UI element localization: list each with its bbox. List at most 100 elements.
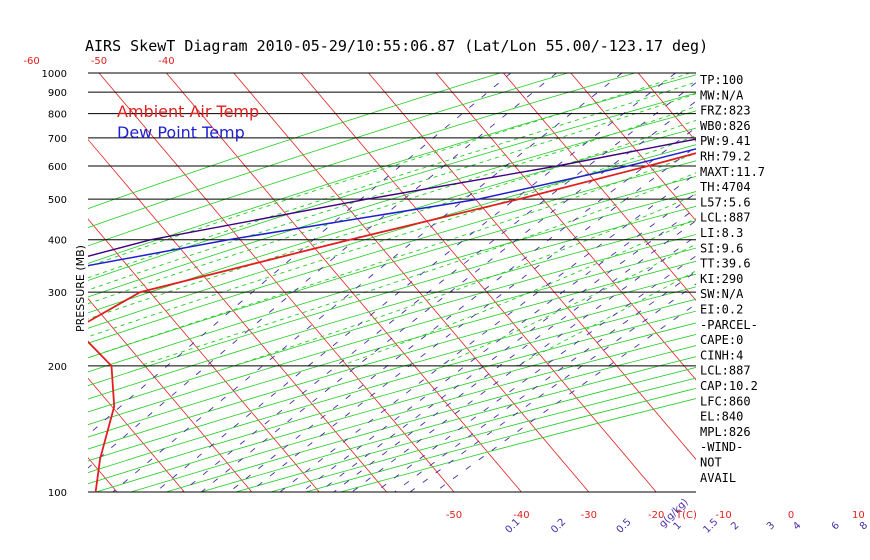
isotherm-line bbox=[88, 377, 185, 492]
mixing-ratio-line bbox=[88, 73, 512, 436]
dry-adiabat-line bbox=[88, 73, 501, 210]
dry-adiabat-line bbox=[88, 127, 696, 314]
legend-dew-point-temp: Dew Point Temp bbox=[117, 123, 245, 142]
bottom-temperature-tick-label: -10 bbox=[715, 510, 731, 521]
index-entry: CAPE:0 bbox=[700, 333, 743, 347]
dry-adiabat-line bbox=[88, 160, 696, 344]
profile-line-2 bbox=[88, 138, 696, 257]
dry-adiabat-line bbox=[88, 273, 696, 450]
bottom-temperature-tick-label: -50 bbox=[446, 510, 462, 521]
top-temperature-tick-label: -50 bbox=[91, 56, 107, 67]
index-entry: L57:5.6 bbox=[700, 195, 751, 209]
index-entry: EI:0.2 bbox=[700, 303, 743, 317]
index-entry: TT:39.6 bbox=[700, 257, 751, 271]
dry-adiabat-line bbox=[88, 73, 636, 247]
index-entry: RH:79.2 bbox=[700, 150, 751, 164]
index-entry: EL:840 bbox=[700, 410, 743, 424]
top-temperature-tick-labels: -120-110-100-90-80-70-60-50-40 bbox=[23, 56, 174, 67]
dry-adiabat-line bbox=[88, 110, 696, 298]
dry-adiabat-line bbox=[88, 205, 696, 387]
legend-ambient-air-temp: Ambient Air Temp bbox=[117, 102, 259, 121]
mixing-ratio-line bbox=[112, 73, 623, 492]
isotherm-line bbox=[88, 298, 253, 492]
index-entry: SW:N/A bbox=[700, 287, 744, 301]
dry-adiabat-line bbox=[88, 298, 696, 473]
temperature-unit-label: T(C) bbox=[675, 510, 697, 521]
pressure-tick-label: 600 bbox=[48, 162, 67, 173]
index-entry: MPL:826 bbox=[700, 425, 751, 439]
mixing-ratio-line bbox=[351, 235, 696, 492]
index-entry: -WIND- bbox=[700, 440, 743, 454]
dry-adiabat-lines bbox=[88, 73, 696, 492]
top-temperature-tick-label: -40 bbox=[158, 56, 174, 67]
mixing-ratio-line bbox=[375, 255, 696, 492]
index-entry: -PARCEL- bbox=[700, 318, 758, 332]
index-entry: WB0:826 bbox=[700, 119, 751, 133]
pressure-tick-label: 100 bbox=[48, 488, 67, 499]
mixing-ratio-lines bbox=[88, 73, 696, 492]
pressure-tick-label: 300 bbox=[48, 288, 67, 299]
dry-adiabat-line bbox=[88, 286, 696, 462]
moist-adiabat-line bbox=[233, 194, 696, 367]
dry-adiabat-line bbox=[88, 247, 696, 426]
index-entry: CINH:4 bbox=[700, 348, 743, 362]
dry-adiabat-line bbox=[88, 191, 696, 373]
index-entry: CAP:10.2 bbox=[700, 379, 758, 393]
index-entry: NOT bbox=[700, 456, 722, 470]
y-axis-label: PRESSURE (MB) bbox=[74, 245, 87, 332]
chart-title: AIRS SkewT Diagram 2010-05-29/10:55:06.8… bbox=[85, 37, 708, 55]
mixing-ratio-line bbox=[181, 82, 696, 492]
dry-adiabat-line bbox=[88, 144, 696, 329]
isotherm-line bbox=[88, 138, 387, 492]
dry-adiabat-line bbox=[88, 220, 696, 400]
moist-adiabat-line bbox=[88, 93, 696, 291]
pressure-tick-label: 400 bbox=[48, 236, 67, 247]
dry-adiabat-line bbox=[88, 310, 696, 485]
index-entry: TP:100 bbox=[700, 73, 743, 87]
isotherm-line bbox=[300, 73, 657, 492]
moist-adiabat-line bbox=[516, 270, 696, 367]
isotherm-line bbox=[368, 73, 696, 461]
index-entry: AVAIL bbox=[700, 471, 736, 485]
moist-adiabat-line bbox=[88, 105, 696, 305]
profile-line-0 bbox=[88, 152, 696, 492]
isotherm-line bbox=[88, 218, 320, 492]
index-entry: PW:9.41 bbox=[700, 134, 751, 148]
dry-adiabat-line bbox=[88, 260, 696, 438]
top-temperature-tick-label: -60 bbox=[23, 56, 39, 67]
mixing-ratio-line bbox=[201, 100, 696, 492]
index-entry: MAXT:11.7 bbox=[700, 165, 765, 179]
bottom-temperature-tick-label: 0 bbox=[788, 510, 794, 521]
pressure-tick-label: 900 bbox=[48, 88, 67, 99]
index-entry: MW:N/A bbox=[700, 88, 744, 102]
mixing-ratio-line bbox=[155, 73, 676, 492]
bottom-temperature-tick-label: -30 bbox=[581, 510, 597, 521]
pressure-tick-label: 500 bbox=[48, 195, 67, 206]
index-entry: LCL:887 bbox=[700, 364, 751, 378]
dry-adiabat-line bbox=[95, 322, 696, 492]
pressure-tick-labels: 100 200 300 400 500 600 700 800 900 1000 bbox=[42, 69, 67, 499]
index-entry: SI:9.6 bbox=[700, 241, 743, 255]
index-entry: LCL:887 bbox=[700, 211, 751, 225]
index-entry: KI:290 bbox=[700, 272, 743, 286]
dry-adiabat-line bbox=[88, 74, 696, 264]
profile-line-1 bbox=[88, 148, 696, 267]
index-entry: TH:4704 bbox=[700, 180, 751, 194]
isotherm-line bbox=[570, 73, 696, 222]
pressure-tick-label: 200 bbox=[48, 362, 67, 373]
bottom-temperature-tick-label: 10 bbox=[852, 510, 865, 521]
isobar-lines bbox=[88, 72, 696, 493]
bottom-temperature-tick-label: -40 bbox=[513, 510, 529, 521]
pressure-tick-label: 1000 bbox=[42, 69, 67, 80]
mixing-ratio-line bbox=[229, 126, 696, 492]
bottom-temperature-tick-label: -20 bbox=[648, 510, 664, 521]
isotherm-line bbox=[503, 73, 696, 301]
mixing-ratio-line bbox=[249, 145, 696, 492]
profile-lines bbox=[88, 138, 696, 492]
isotherm-line bbox=[435, 73, 696, 381]
index-entry: LI:8.3 bbox=[700, 226, 743, 240]
isotherm-line bbox=[166, 73, 522, 492]
dry-adiabat-line bbox=[88, 234, 696, 413]
